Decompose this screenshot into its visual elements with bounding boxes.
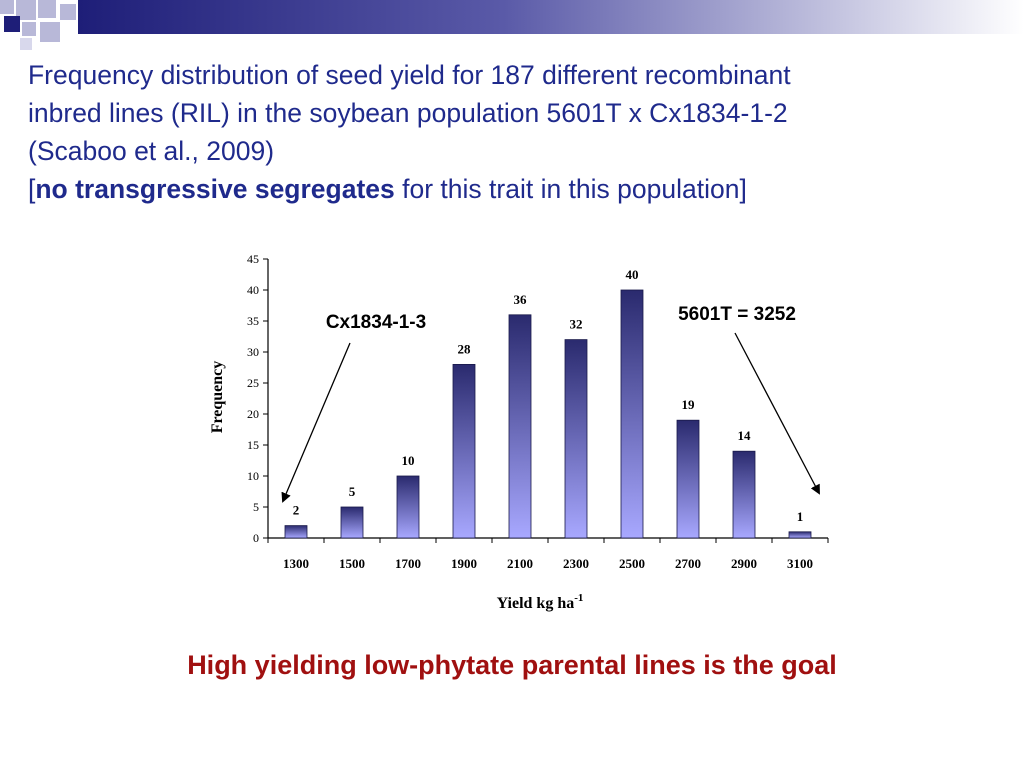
bar-value-label: 14 — [738, 428, 752, 443]
bar — [676, 419, 700, 539]
bar-value-label: 32 — [570, 317, 583, 332]
x-tick-label: 2300 — [563, 556, 589, 571]
y-tick-label: 0 — [253, 531, 259, 545]
bar — [284, 525, 308, 539]
footer-statement: High yielding low-phytate parental lines… — [187, 650, 837, 680]
annotation-arrow-right — [734, 332, 820, 495]
x-tick-label: 2100 — [507, 556, 533, 571]
bar — [452, 363, 476, 539]
x-tick-label: 1900 — [451, 556, 477, 571]
y-tick-label: 25 — [247, 376, 259, 390]
bar-value-label: 10 — [402, 453, 415, 468]
title-decoration — [0, 0, 1024, 50]
title-line-1: Frequency distribution of seed yield for… — [28, 60, 791, 90]
x-tick-label: 2700 — [675, 556, 701, 571]
bar — [396, 475, 420, 539]
annotation-5601t: 5601T = 3252 — [678, 304, 796, 325]
x-tick-label: 1700 — [395, 556, 421, 571]
x-axis-label-superscript: -1 — [574, 592, 583, 604]
x-axis-label: Yield kg ha-1 — [497, 592, 584, 612]
bar-value-label: 28 — [458, 341, 472, 356]
x-tick-label: 2900 — [731, 556, 757, 571]
annotation-arrow-left — [281, 342, 351, 503]
y-tick-label: 30 — [247, 345, 259, 359]
bar — [788, 531, 812, 539]
y-tick-label: 45 — [247, 252, 259, 266]
bar-value-label: 40 — [626, 267, 639, 282]
bar — [340, 506, 364, 539]
bar — [732, 450, 756, 539]
y-tick-label: 40 — [247, 283, 259, 297]
deco-square — [16, 0, 36, 20]
y-tick-label: 35 — [247, 314, 259, 328]
title-line-3: (Scaboo et al., 2009) — [28, 136, 275, 166]
bar — [508, 314, 532, 539]
deco-square — [22, 22, 36, 36]
deco-square — [20, 38, 32, 50]
y-tick-label: 5 — [253, 500, 259, 514]
title-line-2: inbred lines (RIL) in the soybean popula… — [28, 98, 788, 128]
bar — [620, 289, 644, 539]
x-tick-label: 3100 — [787, 556, 813, 571]
bar-value-label: 2 — [293, 503, 300, 518]
bar-value-label: 1 — [797, 509, 804, 524]
title-band — [78, 0, 1024, 34]
x-tick-label: 1500 — [339, 556, 365, 571]
emphasis-rest: for this trait in this population] — [394, 174, 747, 204]
deco-square — [0, 0, 14, 14]
deco-square — [40, 22, 60, 42]
slide-title: Frequency distribution of seed yield for… — [28, 56, 1018, 208]
bar-value-label: 5 — [349, 484, 356, 499]
y-tick-label: 15 — [247, 438, 259, 452]
bar-value-label: 36 — [514, 292, 528, 307]
x-tick-label: 1300 — [283, 556, 309, 571]
y-tick-label: 20 — [247, 407, 259, 421]
annotation-cx1834: Cx1834-1-3 — [326, 312, 426, 333]
x-tick-label: 2500 — [619, 556, 645, 571]
bracket-open: [ — [28, 174, 36, 204]
deco-square — [38, 0, 56, 18]
emphasis-text: no transgressive segregates — [35, 174, 395, 204]
deco-square — [4, 16, 20, 32]
deco-square — [60, 4, 76, 20]
x-axis-label-text: Yield kg ha — [497, 595, 575, 612]
bar — [564, 339, 588, 539]
y-axis-label: Frequency — [209, 361, 226, 434]
bar-value-label: 19 — [682, 397, 696, 412]
y-tick-label: 10 — [247, 469, 259, 483]
chart-bars: 2 5 10 28 36 32 40 19 14 1 — [284, 267, 812, 539]
title-line-4: [no transgressive segregates for this tr… — [28, 170, 1018, 208]
